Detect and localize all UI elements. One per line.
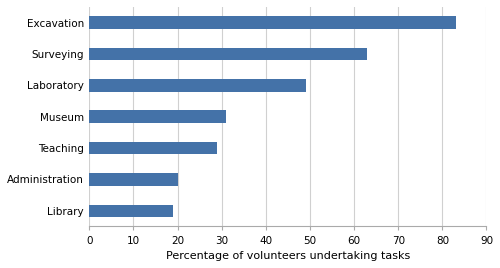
Bar <box>90 79 306 92</box>
Bar <box>90 204 173 217</box>
Bar <box>90 173 178 186</box>
Bar <box>90 48 368 60</box>
X-axis label: Percentage of volunteers undertaking tasks: Percentage of volunteers undertaking tas… <box>166 251 410 261</box>
Bar <box>90 142 218 154</box>
Bar <box>90 110 226 123</box>
Bar <box>90 16 456 29</box>
